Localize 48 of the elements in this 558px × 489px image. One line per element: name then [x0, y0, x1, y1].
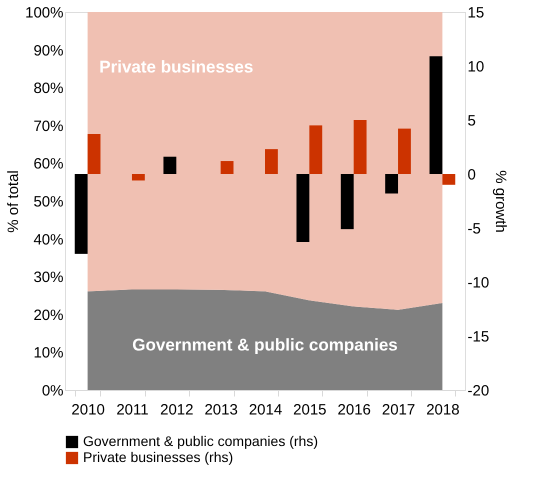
y2-tick-label: 0: [468, 166, 476, 184]
y-tick-label: 0%: [42, 382, 64, 400]
y-tick-label: 70%: [33, 118, 64, 135]
series-label: Private businesses: [99, 57, 254, 76]
y2-axis-title: % growth: [492, 170, 510, 233]
y-tick-label: 60%: [33, 156, 64, 173]
bar: [430, 56, 442, 174]
bar: [88, 134, 100, 174]
bar: [132, 174, 145, 180]
x-tick-label: 2015: [293, 402, 327, 418]
x-tick-label: 2016: [338, 402, 371, 418]
y-tick-label: 90%: [33, 42, 64, 60]
bar: [398, 128, 411, 174]
y-tick-label: 30%: [33, 269, 64, 286]
y2-tick-label: 10: [468, 58, 484, 76]
y-tick-label: 20%: [33, 306, 64, 324]
y-tick-label: 100%: [25, 4, 64, 22]
bar: [296, 174, 310, 242]
y2-tick-label: -10: [468, 274, 490, 292]
legend-label: Government & public companies (rhs): [83, 433, 318, 449]
y2-tick-label: -5: [468, 220, 481, 238]
x-tick-label: 2018: [426, 402, 460, 418]
x-tick-label: 2014: [248, 402, 282, 418]
y2-tick-label: -20: [468, 382, 490, 400]
y-tick-label: 10%: [33, 344, 64, 362]
y2-tick-label: 5: [468, 112, 476, 130]
y2-tick-label: 15: [468, 4, 484, 22]
bar: [163, 156, 176, 174]
y-tick-label: 40%: [33, 231, 64, 248]
x-tick-label: 2017: [382, 402, 416, 418]
y-tick-label: 50%: [33, 194, 64, 210]
y-tick-label: 80%: [33, 80, 64, 98]
x-tick-label: 2013: [204, 402, 238, 418]
x-tick-label: 2010: [71, 402, 105, 418]
x-tick-label: 2011: [116, 402, 149, 418]
bar: [340, 174, 354, 230]
bar: [309, 125, 322, 174]
bar: [265, 149, 278, 174]
bar: [354, 120, 367, 174]
series-label: Government & public companies: [132, 336, 398, 355]
x-tick-label: 2012: [160, 402, 194, 418]
legend-label: Private businesses (rhs): [83, 449, 234, 465]
bar: [220, 161, 234, 174]
y2-tick-label: -15: [468, 328, 490, 346]
y-axis-title: % of total: [5, 170, 22, 233]
bar: [385, 174, 398, 194]
bar: [74, 174, 88, 254]
bar: [442, 174, 456, 185]
